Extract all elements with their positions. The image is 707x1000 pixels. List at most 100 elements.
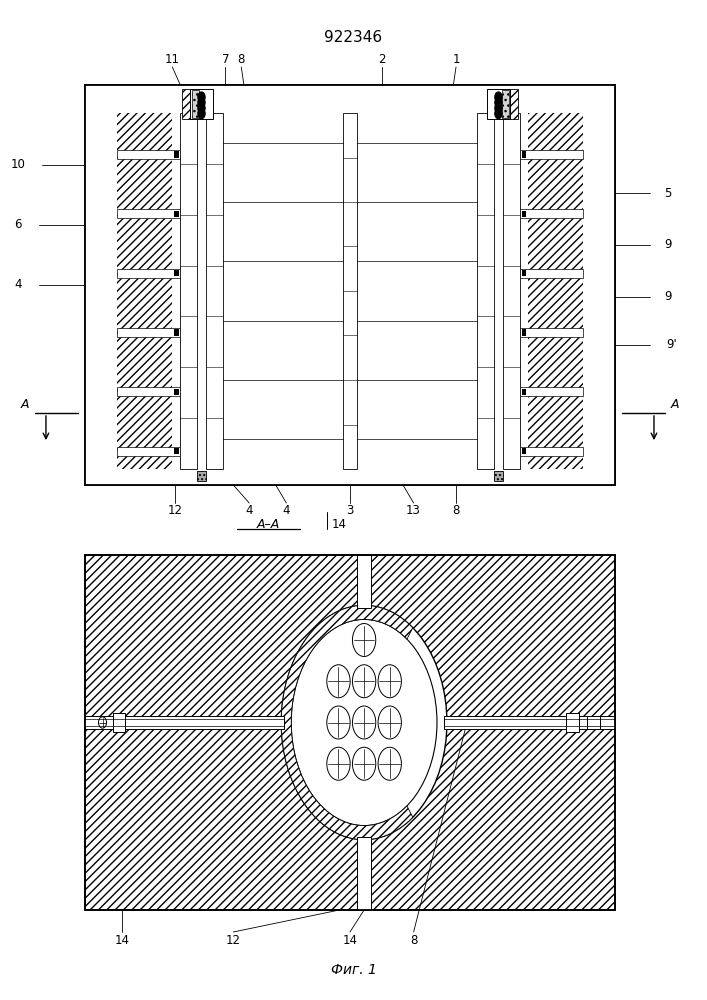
Circle shape (378, 665, 402, 698)
Circle shape (198, 92, 205, 102)
Bar (175, 389, 179, 395)
Text: 14: 14 (332, 518, 347, 532)
Bar (520, 387, 583, 396)
Bar (520, 269, 583, 278)
Text: 3: 3 (346, 504, 354, 516)
Bar (197, 471, 206, 481)
Bar (175, 448, 179, 454)
Circle shape (495, 103, 502, 113)
Text: А: А (21, 398, 29, 412)
Bar (189, 89, 214, 119)
Bar (587, 716, 600, 729)
Circle shape (378, 706, 402, 739)
Text: 10: 10 (10, 158, 25, 171)
Bar (522, 329, 526, 336)
Bar (117, 209, 180, 218)
Bar (502, 91, 509, 117)
Bar (477, 113, 493, 469)
Circle shape (98, 717, 107, 728)
Bar (503, 113, 520, 469)
Circle shape (495, 108, 502, 119)
Bar (520, 328, 583, 337)
Bar (510, 89, 518, 119)
Bar (358, 837, 370, 910)
Text: 1: 1 (452, 53, 460, 66)
Bar (175, 329, 179, 336)
Bar (85, 85, 615, 485)
Circle shape (378, 747, 402, 780)
Text: 4: 4 (283, 504, 290, 516)
Bar (493, 471, 503, 481)
Bar (117, 269, 180, 278)
Circle shape (495, 92, 502, 102)
Circle shape (495, 97, 502, 108)
Text: 12: 12 (226, 934, 241, 946)
Polygon shape (281, 605, 413, 840)
Bar (175, 270, 179, 276)
Text: А–А: А–А (257, 518, 280, 532)
Bar (85, 85, 117, 485)
Bar (522, 389, 526, 395)
Circle shape (327, 706, 350, 739)
Text: 2: 2 (378, 53, 385, 66)
Text: 6: 6 (14, 219, 21, 232)
Circle shape (327, 665, 350, 698)
Text: 4: 4 (14, 278, 21, 291)
Circle shape (198, 103, 205, 113)
Text: 5: 5 (665, 187, 672, 200)
Circle shape (353, 665, 376, 698)
Text: 9: 9 (665, 238, 672, 251)
Bar (117, 387, 180, 396)
Bar (85, 555, 615, 910)
Bar (358, 555, 370, 608)
Text: 11: 11 (165, 53, 180, 66)
Circle shape (353, 747, 376, 780)
Bar (182, 89, 189, 119)
Text: 14: 14 (115, 934, 129, 946)
Bar (180, 113, 197, 469)
Bar (206, 113, 223, 469)
Bar (85, 85, 615, 485)
Bar (85, 719, 284, 726)
Bar (117, 85, 583, 113)
Bar (566, 713, 579, 732)
Text: Фиг. 1: Фиг. 1 (331, 963, 376, 977)
Text: 8: 8 (410, 934, 417, 946)
Bar (370, 93, 469, 477)
Bar (520, 150, 583, 159)
Bar (486, 89, 510, 119)
Bar (522, 151, 526, 158)
Text: 8: 8 (452, 504, 460, 516)
Text: 8: 8 (238, 53, 245, 66)
Text: 14: 14 (342, 934, 358, 946)
Bar (117, 150, 180, 159)
Text: 9: 9 (665, 290, 672, 303)
Text: 9': 9' (666, 338, 677, 352)
Bar (85, 716, 284, 729)
Text: 7: 7 (221, 53, 229, 66)
Bar (469, 93, 527, 477)
Circle shape (198, 108, 205, 119)
Bar (117, 447, 180, 456)
Text: 922346: 922346 (325, 29, 382, 44)
Bar (175, 211, 179, 217)
Bar (520, 209, 583, 218)
Bar (583, 85, 615, 485)
Bar (522, 270, 526, 276)
Bar (113, 713, 125, 732)
Bar (342, 113, 357, 469)
Bar (117, 469, 583, 485)
Bar (173, 93, 230, 477)
Text: 12: 12 (168, 504, 182, 516)
Circle shape (198, 97, 205, 108)
Circle shape (353, 624, 376, 656)
Text: 13: 13 (406, 504, 421, 516)
Bar (192, 91, 199, 117)
Bar (520, 447, 583, 456)
Circle shape (281, 605, 447, 840)
Bar (175, 151, 179, 158)
Text: 4: 4 (245, 504, 253, 516)
Bar (444, 716, 615, 729)
Circle shape (353, 706, 376, 739)
Bar (329, 93, 370, 477)
